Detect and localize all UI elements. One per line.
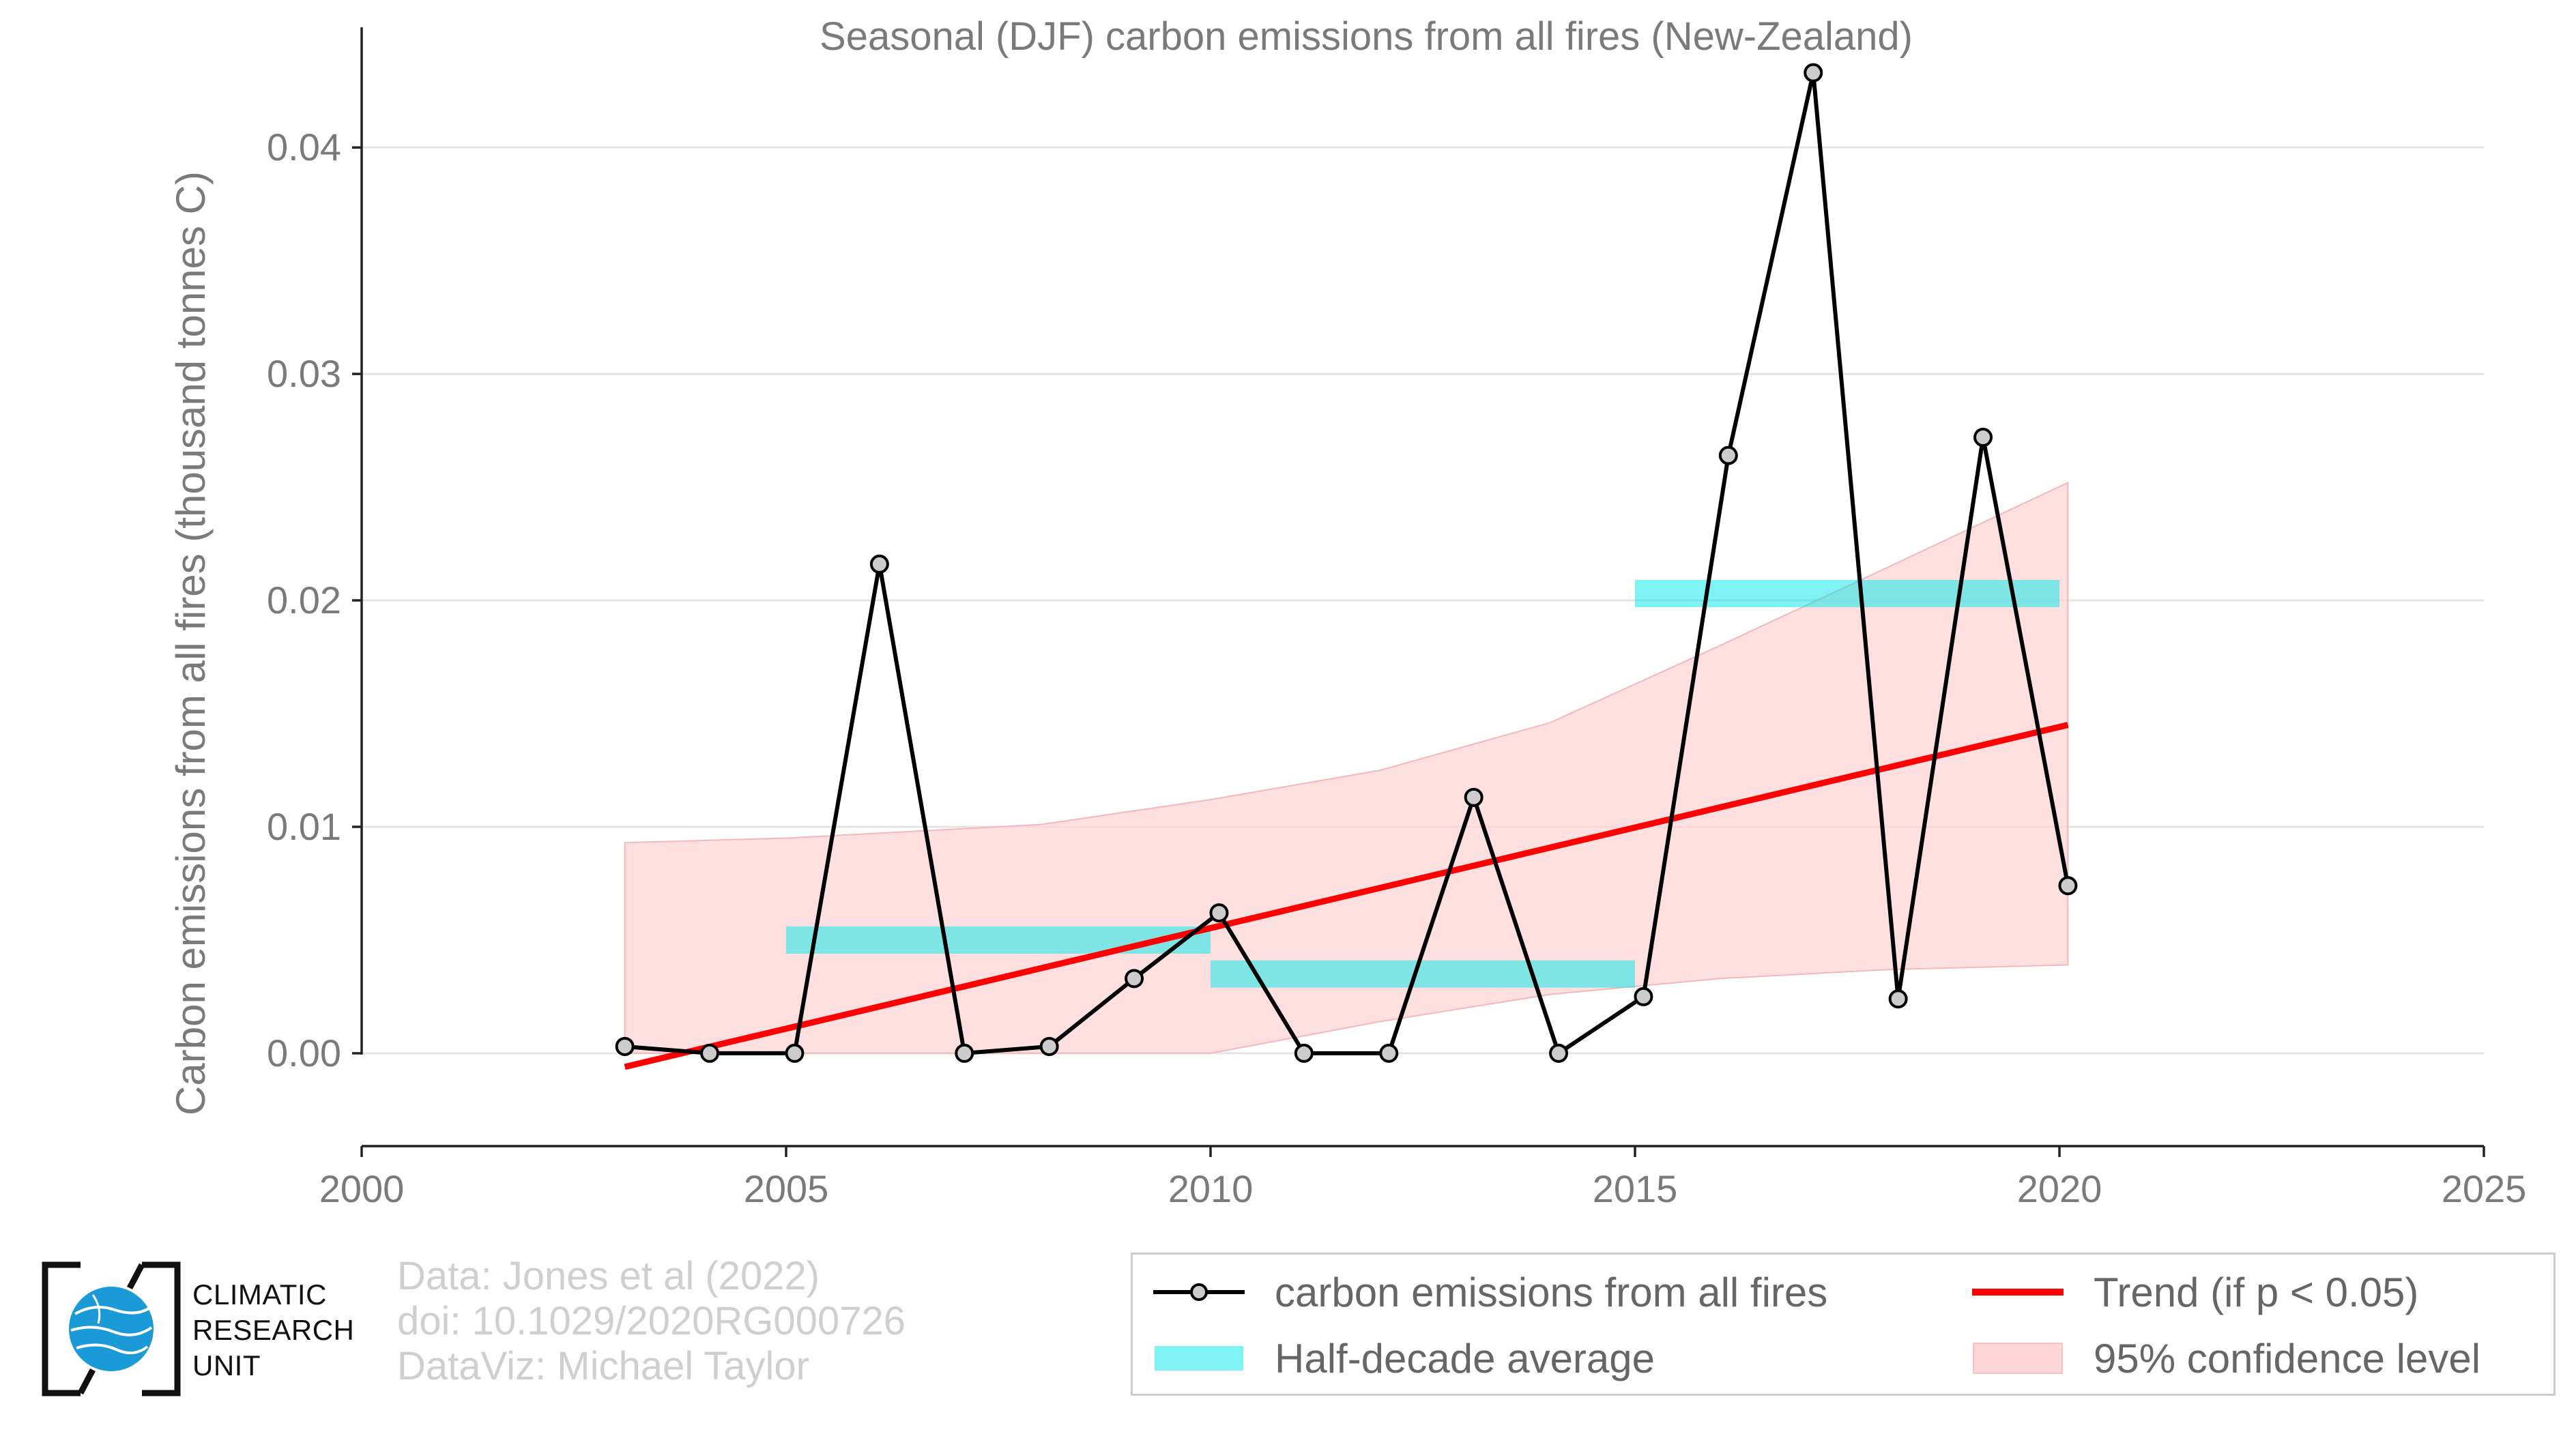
data-point xyxy=(1464,787,1484,807)
credits: Data: Jones et al (2022) doi: 10.1029/20… xyxy=(397,1254,906,1389)
y-tick-label: 0.01 xyxy=(267,805,341,848)
credit-line: DataViz: Michael Taylor xyxy=(397,1344,809,1388)
legend-item-average: Half-decade average xyxy=(1148,1331,1655,1386)
data-point xyxy=(1634,986,1653,1006)
axes: 0.00 0.01 0.02 0.03 0.04 2000 2005 2010 2015 2020… xyxy=(267,27,2526,1210)
data-point xyxy=(1294,1043,1314,1063)
legend-item-trend: Trend (if p < 0.05) xyxy=(1967,1265,2418,1319)
data-point xyxy=(785,1043,805,1063)
legend-label: Half-decade average xyxy=(1275,1335,1655,1381)
legend-item-confidence: 95% confidence level xyxy=(1967,1331,2480,1386)
x-tick-label: 2010 xyxy=(1168,1167,1254,1210)
trend-line-group xyxy=(624,722,2069,1070)
trend-line xyxy=(624,722,2069,1070)
logo-line: RESEARCH xyxy=(192,1314,355,1346)
legend-key-confidence xyxy=(1973,1343,2063,1374)
legend-key-trend xyxy=(1972,1289,2064,1296)
data-point xyxy=(1549,1043,1569,1063)
cru-logo xyxy=(40,1261,183,1397)
x-tick-label: 2005 xyxy=(744,1167,829,1210)
data-point xyxy=(615,1036,635,1056)
chart-title: Seasonal (DJF) carbon emissions from all… xyxy=(820,14,1913,59)
data-point xyxy=(700,1043,720,1063)
half-decade-bar xyxy=(1211,960,1635,988)
legend-item-series: carbon emissions from all fires xyxy=(1148,1265,1827,1319)
logo-line: CLIMATIC xyxy=(192,1278,327,1311)
data-point xyxy=(1718,445,1738,465)
data-point xyxy=(955,1043,974,1063)
logo-text: CLIMATIC RESEARCH UNIT xyxy=(192,1277,354,1384)
logo-line: UNIT xyxy=(192,1349,261,1381)
emissions-series xyxy=(615,63,2078,1063)
credit-line: doi: 10.1029/2020RG000726 xyxy=(397,1299,906,1343)
legend-key-average xyxy=(1155,1346,1243,1371)
y-axis-label: Carbon emissions from all fires (thousan… xyxy=(168,171,214,1115)
series-line xyxy=(624,70,2070,1055)
half-decade-bar xyxy=(786,926,1211,954)
confidence-band xyxy=(624,481,2069,1054)
x-tick-label: 2015 xyxy=(1593,1167,1678,1210)
half-decade-bar xyxy=(1635,580,2059,608)
data-point xyxy=(1804,63,1823,83)
data-point xyxy=(2058,876,2078,896)
credit-line: Data: Jones et al (2022) xyxy=(397,1254,820,1298)
x-tick-label: 2000 xyxy=(319,1167,405,1210)
grid-lines xyxy=(362,146,2484,1055)
data-point xyxy=(1379,1043,1399,1063)
data-point xyxy=(1125,969,1144,989)
y-tick-label: 0.02 xyxy=(267,579,341,621)
data-point xyxy=(1039,1036,1059,1056)
legend-label: carbon emissions from all fires xyxy=(1275,1269,1828,1315)
legend-key-series xyxy=(1153,1283,1245,1301)
x-tick-label: 2020 xyxy=(2017,1167,2102,1210)
legend-label: Trend (if p < 0.05) xyxy=(2094,1269,2419,1315)
data-point xyxy=(1973,428,1993,448)
data-point xyxy=(1209,903,1229,923)
y-tick-label: 0.04 xyxy=(267,126,341,169)
legend-label: 95% confidence level xyxy=(2094,1335,2481,1381)
legend: carbon emissions from all fires Half-dec… xyxy=(1131,1253,2556,1396)
globe-icon xyxy=(42,1261,181,1396)
y-tick-label: 0.00 xyxy=(267,1031,341,1074)
data-point xyxy=(1888,989,1908,1009)
confidence-area xyxy=(624,481,2069,1054)
x-tick-label: 2025 xyxy=(2442,1167,2527,1210)
data-point xyxy=(869,554,889,574)
y-tick-label: 0.03 xyxy=(267,352,341,395)
